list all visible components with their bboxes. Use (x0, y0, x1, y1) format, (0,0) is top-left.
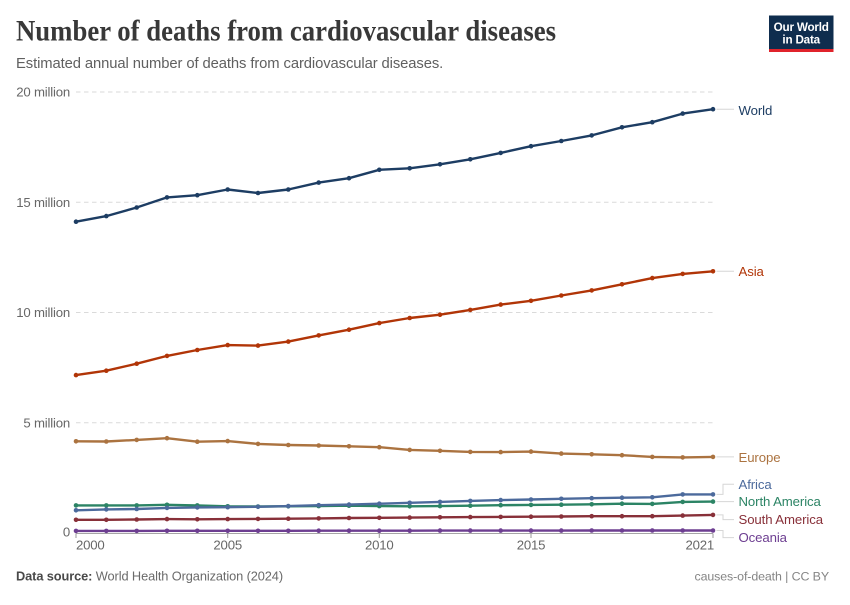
svg-text:5 million: 5 million (23, 415, 70, 430)
svg-text:2000: 2000 (76, 538, 105, 553)
svg-text:0: 0 (63, 524, 70, 539)
svg-text:2010: 2010 (365, 538, 394, 553)
svg-text:causes-of-death | CC BY: causes-of-death | CC BY (694, 570, 829, 584)
svg-text:2005: 2005 (213, 538, 242, 553)
svg-text:in Data: in Data (782, 33, 820, 46)
svg-text:2015: 2015 (517, 538, 546, 553)
svg-text:Our World: Our World (774, 21, 829, 34)
svg-text:Africa: Africa (739, 477, 773, 492)
svg-text:Number of deaths from cardiova: Number of deaths from cardiovascular dis… (16, 16, 556, 48)
svg-text:North America: North America (739, 494, 822, 509)
svg-text:Estimated annual number of dea: Estimated annual number of deaths from c… (16, 56, 443, 72)
svg-text:Data source: World Health Orga: Data source: World Health Organization (… (16, 569, 283, 584)
svg-text:Europe: Europe (739, 450, 781, 465)
svg-text:Oceania: Oceania (739, 530, 788, 545)
svg-text:World: World (739, 103, 773, 118)
svg-text:South America: South America (739, 512, 824, 527)
svg-text:Asia: Asia (739, 264, 765, 279)
svg-text:10 million: 10 million (16, 305, 70, 320)
svg-text:20 million: 20 million (16, 85, 70, 100)
svg-text:2021: 2021 (685, 538, 714, 553)
svg-text:15 million: 15 million (16, 195, 70, 210)
